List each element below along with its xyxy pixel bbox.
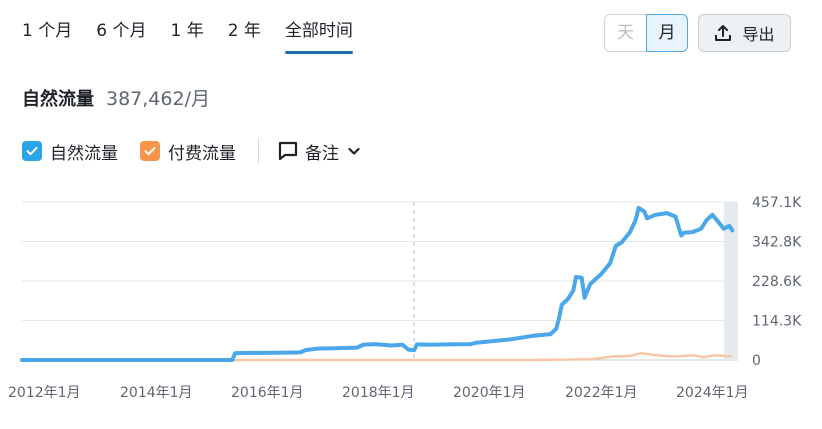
- x-tick-label: 2014年1月: [120, 385, 193, 401]
- tab-2-years[interactable]: 2 年: [227, 21, 261, 41]
- legend-divider: [258, 138, 259, 164]
- paid-traffic-label: 付费流量: [168, 143, 236, 164]
- organic-traffic-label: 自然流量: [50, 143, 118, 164]
- checkbox-checked-icon: [140, 141, 160, 161]
- y-tick-label: 228.6K: [752, 274, 802, 290]
- organic-traffic-checkbox[interactable]: 自然流量: [22, 139, 118, 164]
- granularity-toggle: 天 月: [604, 14, 688, 52]
- headline-label: 自然流量: [22, 89, 94, 110]
- y-axis-ticks: 457.1K 342.8K 228.6K 114.3K 0: [752, 195, 802, 369]
- tab-1-year[interactable]: 1 年: [170, 21, 204, 41]
- checkbox-checked-icon: [22, 141, 42, 161]
- organic-traffic-line: [20, 205, 735, 362]
- tab-1-month[interactable]: 1 个月: [22, 21, 73, 41]
- tab-6-months[interactable]: 6 个月: [96, 21, 147, 41]
- x-tick-label: 2016年1月: [231, 385, 304, 401]
- x-tick-label: 2012年1月: [8, 385, 81, 401]
- chevron-down-icon: [348, 147, 360, 155]
- day-toggle-button[interactable]: 天: [604, 14, 646, 52]
- y-tick-label: 457.1K: [752, 195, 802, 211]
- x-tick-label: 2020年1月: [453, 385, 526, 401]
- paid-traffic-line: [22, 351, 733, 362]
- time-range-tabs: 1 个月 6 个月 1 年 2 年 全部时间: [22, 18, 377, 54]
- x-tick-label: 2024年1月: [676, 385, 749, 401]
- x-tick-label: 2022年1月: [565, 385, 638, 401]
- traffic-headline: 自然流量 387,462/月: [22, 84, 210, 111]
- notes-dropdown[interactable]: 备注: [277, 139, 367, 164]
- y-tick-label: 114.3K: [752, 314, 802, 330]
- month-toggle-button[interactable]: 月: [646, 14, 688, 52]
- traffic-chart: 457.1K 342.8K 228.6K 114.3K 0 2012年1月 2014年1月…: [8, 195, 802, 401]
- x-tick-label: 2018年1月: [342, 385, 415, 401]
- headline-value: 387,462/月: [106, 88, 210, 110]
- paid-traffic-checkbox[interactable]: 付费流量: [140, 139, 236, 164]
- x-axis-ticks: 2012年1月 2014年1月 2016年1月 2018年1月 2020年1月 2022年…: [8, 385, 749, 401]
- upload-icon: [715, 25, 732, 41]
- y-tick-label: 0: [752, 353, 761, 369]
- chart-grid: [22, 201, 738, 361]
- tab-all-time[interactable]: 全部时间: [284, 18, 353, 54]
- current-period-highlight: [723, 202, 738, 360]
- export-button[interactable]: 导出: [698, 14, 791, 52]
- export-label: 导出: [742, 25, 775, 44]
- notes-label: 备注: [305, 143, 339, 164]
- chart-legend: 自然流量 付费流量 备注: [22, 138, 367, 164]
- comment-icon: [278, 141, 298, 161]
- y-tick-label: 342.8K: [752, 235, 802, 251]
